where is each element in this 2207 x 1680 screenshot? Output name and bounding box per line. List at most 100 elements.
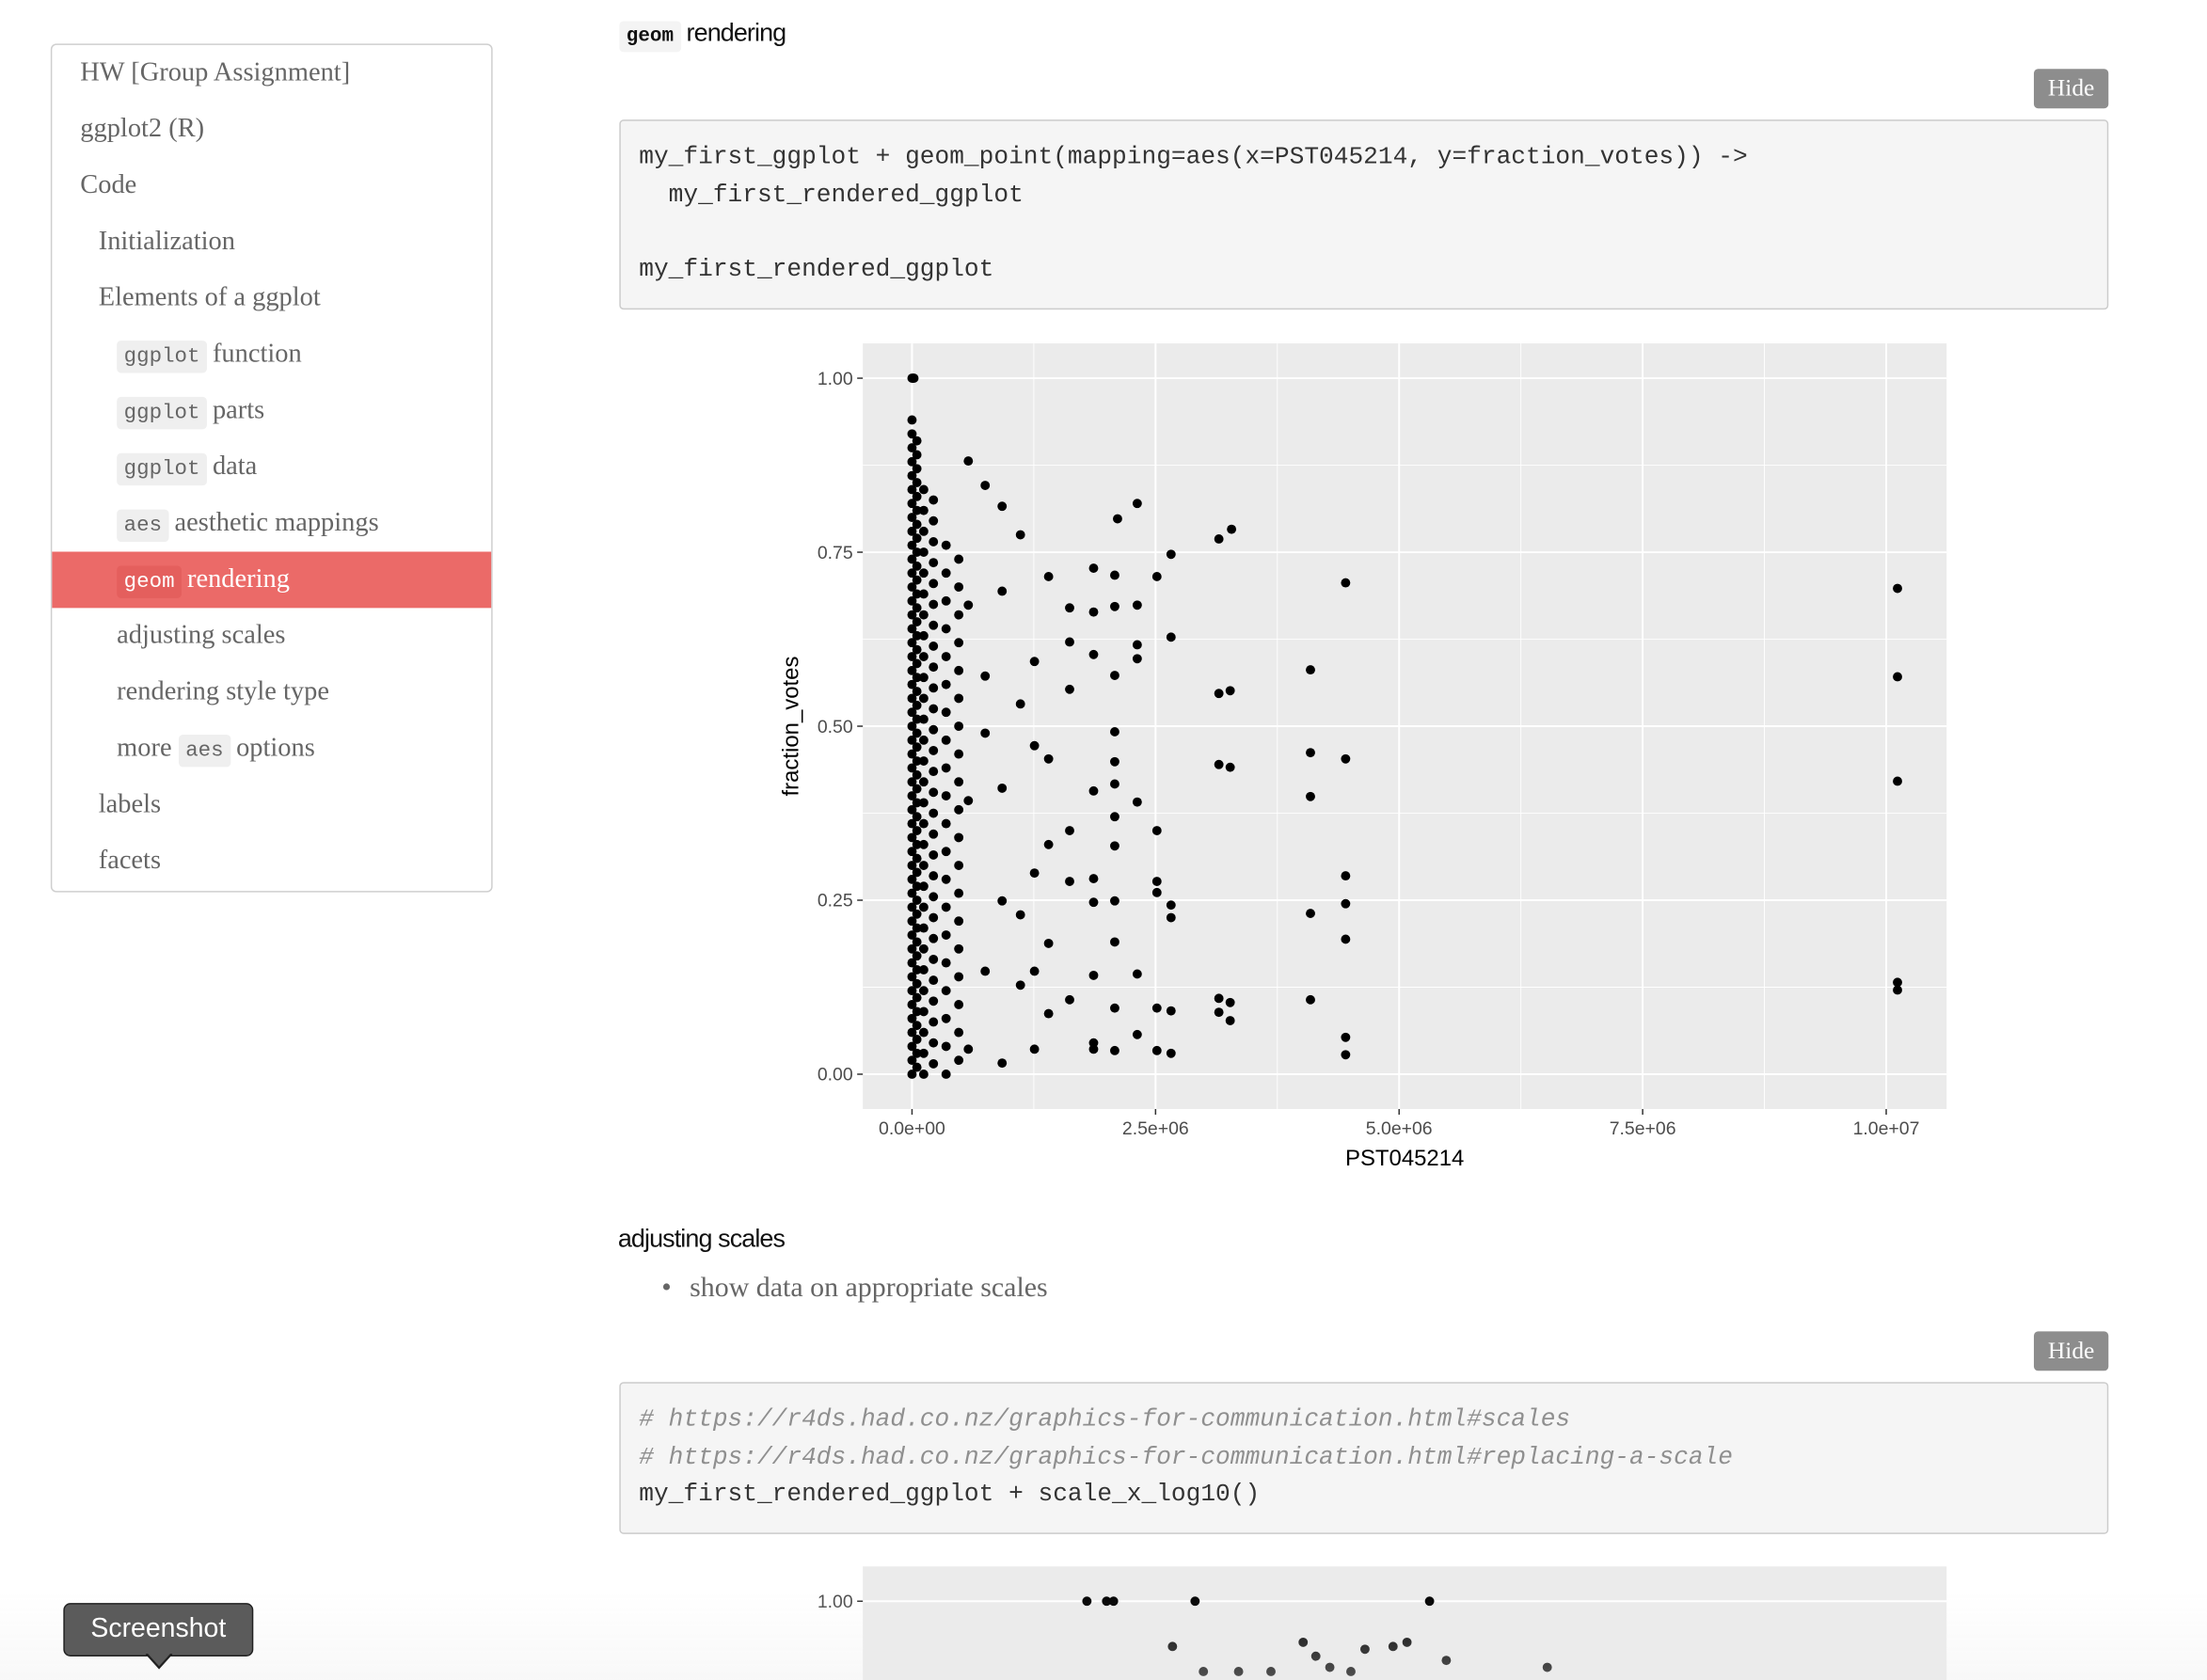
- toc-item[interactable]: ggplot function: [52, 326, 491, 383]
- point: [1306, 748, 1315, 758]
- toc-item[interactable]: Elements of a ggplot: [98, 282, 321, 313]
- point: [941, 986, 951, 996]
- bullet-text: show data on appropriate scales: [690, 1272, 1048, 1304]
- point: [918, 484, 929, 495]
- point: [912, 700, 922, 710]
- point: [1233, 1667, 1244, 1676]
- point: [1088, 563, 1099, 573]
- point: [907, 582, 917, 592]
- toc-item[interactable]: aes aesthetic mappings: [52, 496, 491, 552]
- point: [907, 972, 917, 982]
- point: [907, 986, 917, 996]
- scatter-chart: 0.00 0.25 0.50 0.75 1.00 0.0e+00 2.5e+06 5.0e+0…: [778, 343, 1947, 1171]
- x-tick-label: 0.0e+00: [879, 1118, 945, 1139]
- point: [1388, 1641, 1398, 1652]
- point: [1065, 826, 1074, 835]
- point: [907, 1041, 917, 1052]
- point: [918, 923, 929, 933]
- point: [963, 1044, 974, 1054]
- toc-item[interactable]: adjusting scales: [117, 620, 286, 651]
- point: [980, 671, 991, 681]
- hide-button[interactable]: Hide: [2033, 69, 2109, 109]
- section-heading: adjusting scales: [617, 1224, 786, 1253]
- point: [912, 742, 922, 753]
- point: [941, 1013, 951, 1023]
- point: [929, 683, 939, 693]
- point: [954, 638, 964, 648]
- point: [941, 1070, 951, 1079]
- point: [1110, 779, 1119, 789]
- point: [1214, 759, 1224, 769]
- point: [1088, 897, 1099, 908]
- toc-item[interactable]: Initialization: [98, 226, 235, 257]
- point: [907, 791, 917, 800]
- bullet-list: • show data on appropriate scales: [661, 1273, 1048, 1305]
- point: [929, 892, 939, 902]
- hide-button[interactable]: Hide: [2033, 1331, 2109, 1371]
- point: [1214, 534, 1224, 544]
- point: [929, 1017, 939, 1027]
- toc-item[interactable]: more aes options: [52, 721, 491, 777]
- toc-text: rendering: [187, 563, 290, 594]
- point: [907, 735, 917, 745]
- toc-item-active[interactable]: geom rendering: [52, 551, 492, 609]
- point: [912, 812, 922, 822]
- point: [929, 641, 939, 651]
- x-tick-label: 1.0e+07: [1853, 1118, 1920, 1139]
- point: [941, 568, 951, 578]
- point: [912, 756, 922, 766]
- point: [907, 499, 917, 509]
- point: [1151, 826, 1162, 835]
- point: [941, 679, 951, 689]
- toc-item[interactable]: ggplot parts: [52, 383, 491, 439]
- toc-item[interactable]: facets: [98, 846, 162, 876]
- point: [1110, 727, 1119, 737]
- point: [918, 610, 929, 620]
- tooltip: Screenshot: [63, 1603, 254, 1656]
- point: [997, 586, 1008, 596]
- point: [912, 895, 922, 905]
- point: [918, 798, 929, 808]
- toc-item[interactable]: ggplot data: [52, 439, 491, 496]
- point: [907, 916, 917, 927]
- point: [954, 721, 964, 731]
- point: [907, 943, 917, 954]
- point: [1102, 1596, 1112, 1607]
- toc-item[interactable]: HW [Group Assignment]: [80, 57, 351, 87]
- toc-code: aes: [117, 509, 169, 543]
- point: [1359, 1644, 1370, 1655]
- code-comment: # https://r4ds.had.co.nz/graphics-for-co…: [639, 1443, 1733, 1472]
- toc-text: function: [212, 339, 302, 369]
- point: [1110, 841, 1119, 851]
- toc-item[interactable]: Code: [80, 170, 137, 200]
- point: [929, 912, 939, 923]
- point: [929, 578, 939, 589]
- point: [1166, 549, 1176, 560]
- point: [912, 769, 922, 780]
- point: [1110, 1003, 1119, 1013]
- toc-text: options: [236, 733, 315, 763]
- point: [918, 986, 929, 996]
- toc-item[interactable]: labels: [98, 789, 162, 819]
- point: [918, 861, 929, 870]
- point: [912, 450, 922, 460]
- point: [907, 861, 917, 870]
- point: [912, 1006, 922, 1017]
- point: [1893, 583, 1902, 594]
- point: [912, 826, 922, 835]
- toc-item[interactable]: ggplot2 (R): [80, 114, 205, 144]
- point: [1043, 1008, 1054, 1019]
- point: [918, 902, 929, 912]
- point: [912, 867, 922, 878]
- point: [918, 1048, 929, 1058]
- point: [912, 547, 922, 557]
- point: [941, 818, 951, 829]
- point: [912, 965, 922, 975]
- point: [929, 871, 939, 881]
- point: [1214, 1007, 1224, 1018]
- toc-item[interactable]: rendering style type: [117, 676, 329, 707]
- y-tick-label: 0.75: [818, 543, 853, 563]
- point: [963, 456, 974, 467]
- point: [963, 600, 974, 610]
